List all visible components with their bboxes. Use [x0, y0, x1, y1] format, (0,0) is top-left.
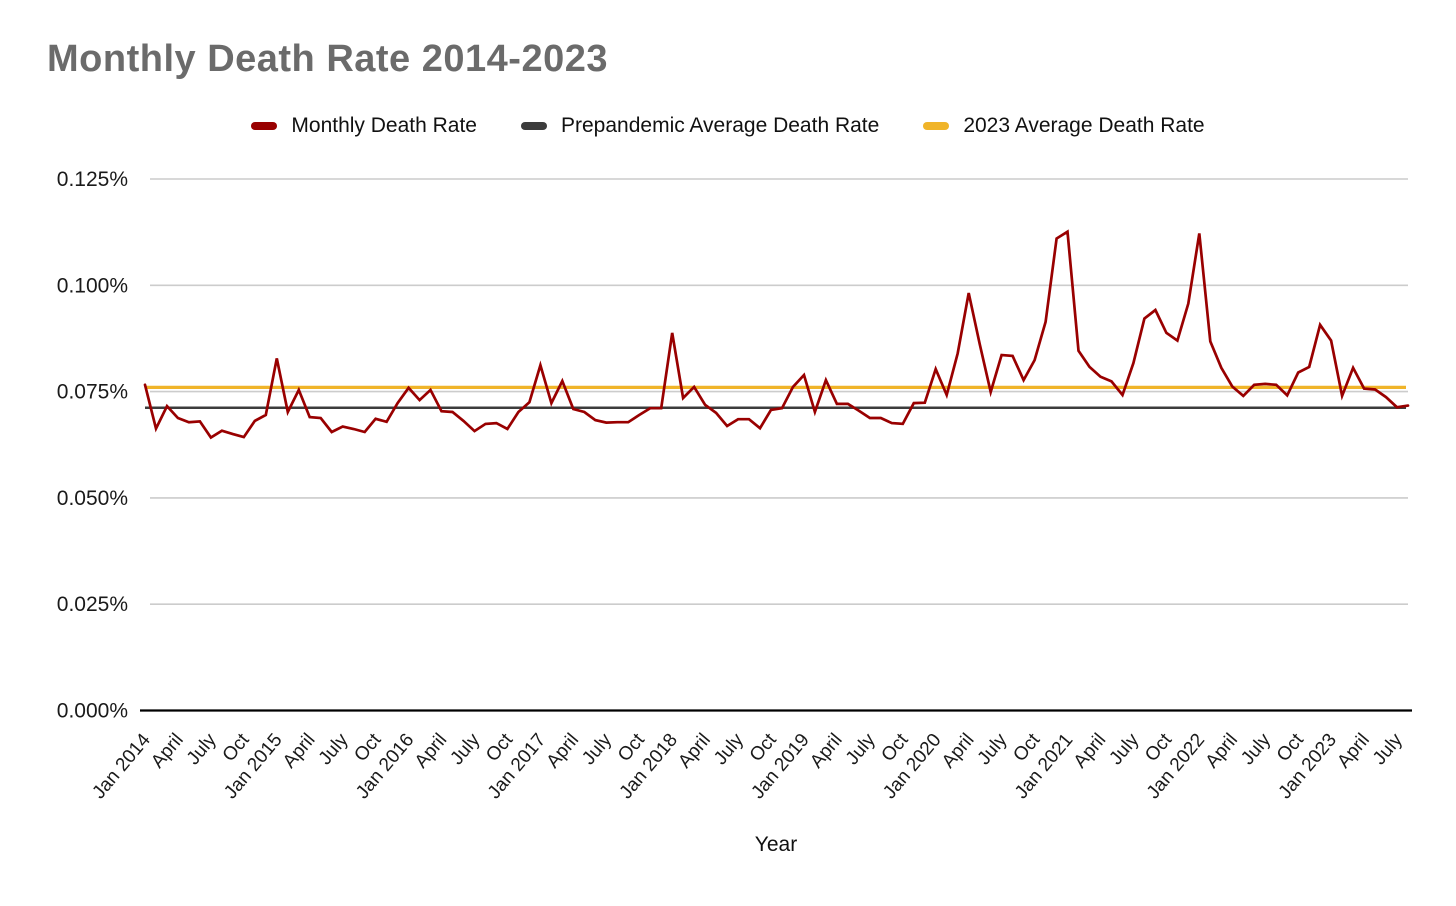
x-tick-label: April	[1202, 730, 1243, 773]
x-tick-label: April	[411, 730, 452, 773]
legend-item-2023-average: 2023 Average Death Rate	[923, 114, 1205, 138]
x-tick-label: April	[279, 730, 320, 773]
x-axis-title: Year	[754, 833, 798, 856]
x-tick-label: July	[974, 729, 1012, 769]
x-tick-label: April	[806, 730, 847, 773]
legend-label: 2023 Average Death Rate	[963, 114, 1205, 137]
monthly-death-rate-line	[143, 229, 1410, 440]
legend-label: Prepandemic Average Death Rate	[561, 114, 880, 137]
chart-title: Monthly Death Rate 2014-2023	[47, 38, 608, 80]
y-tick-label: 0.125%	[57, 168, 128, 191]
x-tick-label: July	[315, 729, 353, 769]
x-tick-label: July	[578, 729, 616, 769]
x-tick-label: April	[938, 730, 979, 773]
x-tick-label: Jan 2014	[88, 729, 155, 803]
x-tick-label: April	[1070, 730, 1111, 773]
x-tick-label: April	[674, 730, 715, 773]
legend-item-monthly-death-rate: Monthly Death Rate	[251, 114, 477, 138]
x-tick-label: July	[710, 729, 748, 769]
x-tick-label: April	[147, 730, 188, 773]
x-tick-label: April	[1333, 730, 1374, 773]
y-tick-label: 0.050%	[57, 487, 128, 510]
x-tick-label: July	[842, 729, 880, 769]
y-tick-label: 0.025%	[57, 593, 128, 616]
x-tick-label: July	[446, 729, 484, 769]
legend-swatch-yellow	[923, 122, 950, 130]
legend: Monthly Death Rate Prepandemic Average D…	[0, 108, 1456, 144]
x-tick-label: April	[543, 730, 584, 773]
y-tick-label: 0.075%	[57, 381, 128, 404]
x-tick-label: July	[1105, 729, 1143, 769]
x-tick-label: July	[1237, 729, 1275, 769]
legend-item-prepandemic-average: Prepandemic Average Death Rate	[521, 114, 879, 138]
x-tick-label: July	[1369, 729, 1407, 769]
x-tick-label: July	[183, 729, 221, 769]
legend-label: Monthly Death Rate	[291, 114, 477, 137]
legend-swatch-red	[251, 122, 278, 130]
legend-swatch-gray	[521, 122, 547, 130]
y-tick-label: 0.100%	[57, 274, 128, 297]
y-tick-label: 0.000%	[57, 700, 128, 723]
